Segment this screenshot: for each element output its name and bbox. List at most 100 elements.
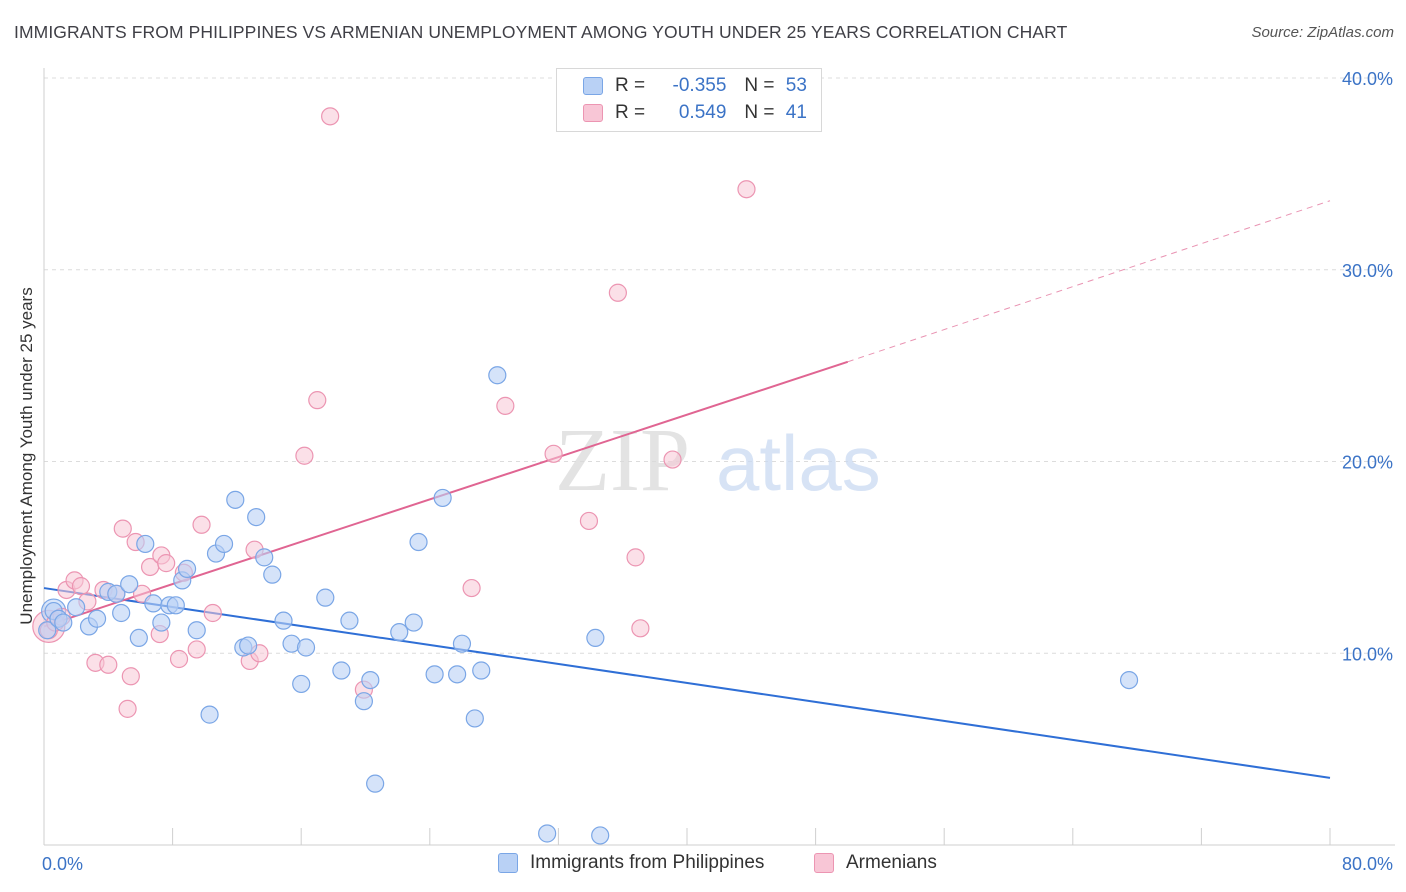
data-point-armenians [295,446,314,465]
data-point-philippines [67,598,86,617]
data-point-philippines [452,634,472,653]
data-point-philippines [87,609,107,628]
grid-lines [44,77,1395,654]
data-point-armenians [113,519,132,538]
data-point-philippines [433,488,452,508]
data-point-philippines [247,508,266,527]
series-label-philippines: Immigrants from Philippines [530,852,765,873]
x-ticks [172,828,1331,845]
data-point-philippines [200,705,219,724]
x-tick-label: 80.0% [1342,854,1393,874]
data-point-philippines [465,709,484,728]
data-point-philippines [226,490,245,509]
legend-r-value: 0.549 [678,102,727,123]
y-tick-label: 20.0% [1342,453,1393,473]
data-point-armenians [203,603,222,623]
series-label-armenians: Armenians [846,852,937,873]
data-point-philippines [54,613,73,632]
data-point-philippines [354,692,373,711]
data-point-armenians [631,619,650,638]
data-point-philippines [591,826,610,845]
legend-r-value: -0.355 [672,75,727,96]
legend-r-label: R = [615,102,646,123]
data-point-philippines [239,636,258,655]
legend-n-label: N = [744,75,775,96]
data-point-philippines [112,603,131,623]
series-swatch-blue [498,853,518,873]
y-tick-labels: 10.0% 20.0% 30.0% 40.0% [1342,69,1393,664]
data-point-armenians [71,577,91,596]
data-point-armenians [626,548,645,567]
trend-line-philippines [43,587,1331,779]
legend-n-value: 53 [785,75,807,96]
data-point-philippines [177,559,197,578]
data-point-philippines [366,774,385,793]
data-point-philippines [296,638,316,657]
data-point-philippines [340,611,359,630]
data-point-philippines [263,565,282,584]
y-tick-label: 30.0% [1342,261,1393,281]
data-point-philippines [152,613,171,632]
data-point-philippines [120,575,139,594]
data-point-armenians [99,655,118,674]
data-point-armenians [462,578,481,598]
data-point-philippines [361,670,380,690]
correlation-legend: R = -0.355 N = 53 R = 0.549 N = 41 [556,68,822,132]
data-point-philippines [586,628,605,648]
series-legend-philippines: Immigrants from Philippines [498,852,764,874]
y-axis-label: Unemployment Among Youth under 25 years [17,287,36,624]
data-point-philippines [187,621,206,640]
data-point-armenians [118,699,137,718]
data-point-philippines [129,628,148,648]
x-tick-labels: 0.0% 80.0% [42,854,1393,874]
y-tick-label: 40.0% [1342,69,1393,89]
data-point-armenians [187,640,206,659]
series-swatch-pink [814,853,834,873]
data-point-armenians [157,554,176,573]
x-tick-label: 0.0% [42,854,83,874]
y-tick-label: 10.0% [1342,644,1393,664]
data-point-armenians [579,511,599,531]
data-point-armenians [321,107,340,126]
data-point-armenians [308,391,327,410]
data-point-armenians [169,649,189,669]
data-point-philippines [274,611,293,630]
data-point-philippines [488,366,507,385]
data-point-armenians [737,180,756,199]
data-point-philippines [144,594,163,613]
series-legend-armenians: Armenians [814,852,937,874]
legend-n-label: N = [744,102,775,123]
data-point-philippines [538,824,557,843]
data-point-philippines [107,584,126,603]
trend-line-armenians-extrapolated [847,200,1331,363]
legend-n-value: 41 [785,102,807,123]
legend-row-philippines: R = -0.355 N = 53 [583,73,807,99]
source-label: Source: ZipAtlas.com [1251,24,1394,41]
data-point-philippines [409,532,428,552]
data-point-philippines [390,623,409,642]
data-point-philippines [448,665,467,684]
data-point-philippines [292,674,311,694]
data-point-philippines [38,621,57,640]
data-point-armenians [608,283,627,302]
axes [43,68,1395,846]
data-point-philippines [404,613,423,632]
data-point-philippines [1119,670,1139,690]
chart-title: IMMIGRANTS FROM PHILIPPINES VS ARMENIAN … [14,22,1068,42]
data-point-philippines [255,548,274,567]
data-point-armenians [192,515,211,534]
data-point-philippines [214,534,234,554]
data-point-philippines [166,596,185,615]
legend-r-label: R = [615,75,646,96]
legend-swatch-pink [583,104,603,122]
watermark-atlas: atlas [716,419,881,507]
data-point-philippines [332,661,351,680]
data-point-armenians [496,396,515,415]
data-point-armenians [544,444,563,463]
data-point-philippines [425,665,444,684]
series-legend: Immigrants from Philippines Armenians [0,852,1406,878]
data-point-philippines [472,661,491,680]
legend-swatch-blue [583,77,603,95]
data-point-philippines [136,534,155,554]
